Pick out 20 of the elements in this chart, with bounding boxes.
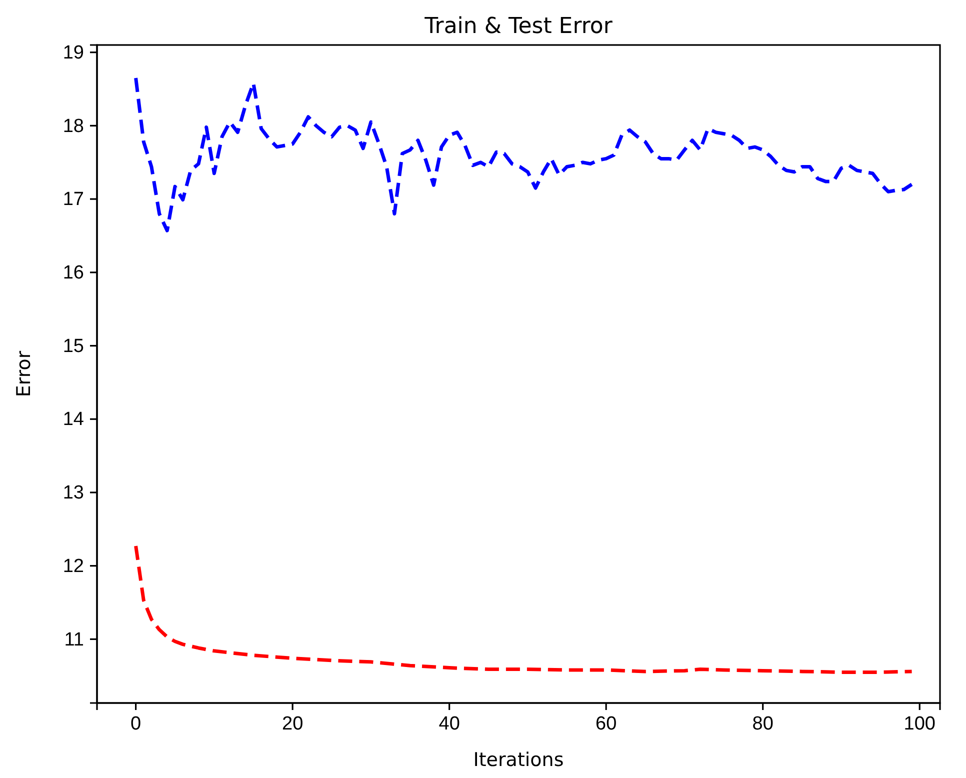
line-series (134, 544, 914, 674)
y-tick-label: 12 (62, 556, 84, 577)
x-tick-label: 60 (596, 713, 617, 734)
x-tick-label: 80 (752, 713, 774, 734)
x-axis-title: Iterations (473, 749, 564, 771)
y-tick-label: 16 (62, 262, 84, 284)
y-tick-label: 15 (62, 336, 84, 357)
y-tick-label: 13 (62, 482, 84, 504)
y-tick-label: 11 (64, 629, 84, 650)
chart-title: Train & Test Error (424, 14, 614, 39)
y-tick-label: 17 (62, 189, 84, 210)
y-axis-title: Error (13, 350, 35, 398)
x-tick-label: 40 (438, 713, 460, 734)
x-tick-label: 20 (282, 713, 304, 734)
x-tick-label: 100 (904, 713, 936, 734)
x-tick-label: 0 (130, 713, 142, 734)
line-series (134, 76, 914, 232)
y-tick-label: 19 (62, 42, 84, 64)
y-tick-label: 14 (62, 409, 84, 430)
y-tick-label: 18 (62, 116, 84, 137)
